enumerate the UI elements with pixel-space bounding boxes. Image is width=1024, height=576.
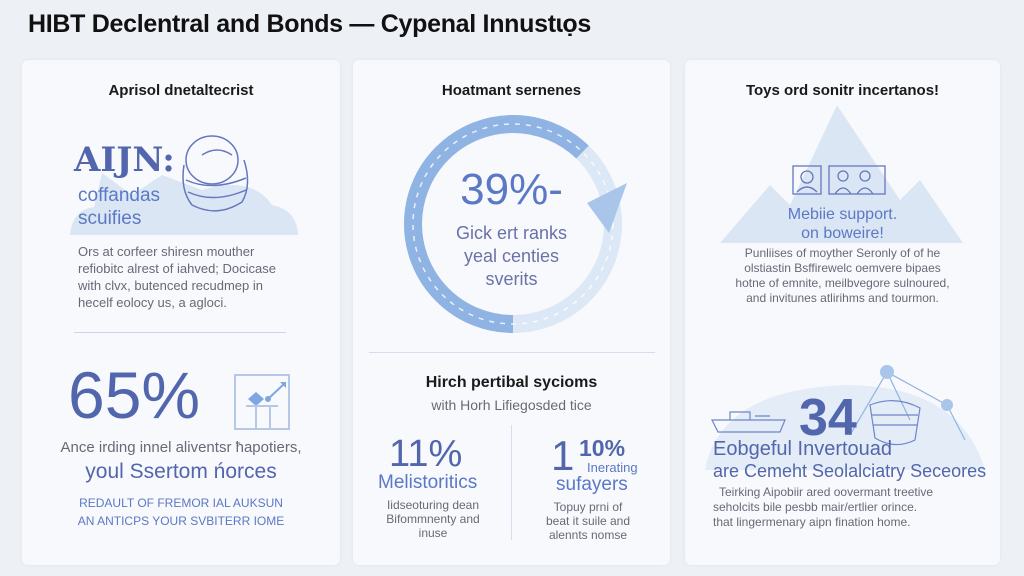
progress-ring bbox=[404, 115, 627, 333]
section-sub: with Horh Lifiegosded tice bbox=[431, 397, 592, 413]
body-line: Bifommnenty and bbox=[386, 512, 480, 526]
body-line: refiobitc alrest of iahved; Docicase bbox=[78, 261, 276, 276]
left-card: Aprisol dnetaltecrist AIJN: coffandas sc… bbox=[22, 60, 340, 565]
hero-sub: coffandas scuifies bbox=[78, 184, 160, 230]
body-line: and invitunes atlirihms and tourmon. bbox=[746, 291, 939, 305]
stat-b-big: 1 bbox=[551, 432, 575, 479]
left-stat-line1: Ance irding innel aliventsr ħapotiers, bbox=[60, 439, 302, 456]
body-line: beat it suile and bbox=[545, 514, 631, 528]
chart-icon bbox=[234, 374, 290, 430]
body-line: Ors at corfeer shiresn mouther bbox=[78, 244, 255, 259]
right-card-title: Toys ord sonitr incertanos! bbox=[745, 82, 940, 99]
middle-card-title: Hoatmant sernenes bbox=[441, 82, 582, 99]
stat-b-tag: Inerating bbox=[587, 460, 638, 475]
caps-line: REDAULT OF FREMOR IAL AUKSUN bbox=[79, 496, 283, 510]
body-line: that lingermenary aipn fination home. bbox=[713, 515, 911, 529]
left-body: Ors at corfeer shiresn mouther refiobitc… bbox=[78, 243, 276, 311]
body-line: with clvx, butenced recudmep in bbox=[78, 278, 263, 293]
stat-b-body: Topuy prni of beat it suile and alennts … bbox=[518, 500, 658, 542]
body-line: seholcits bile pesbb mair/ertlier orince… bbox=[713, 500, 918, 514]
support-badge: Mebiie support. on boweire! bbox=[685, 205, 1000, 243]
divider bbox=[74, 332, 286, 333]
divider bbox=[369, 352, 655, 353]
stone-stack-icon bbox=[182, 135, 249, 212]
ship-icon bbox=[711, 411, 786, 433]
right-body: Punliises of moyther Seronly of of he ol… bbox=[685, 246, 1000, 306]
badge-line: Mebiie support. bbox=[787, 206, 898, 223]
ring-text-line: yeal centies bbox=[463, 246, 560, 266]
ring-text-line: Gick ert ranks bbox=[455, 223, 568, 243]
vertical-divider bbox=[511, 425, 512, 540]
left-caps: REDAULT OF FREMOR IAL AUKSUN AN ANTICPS … bbox=[22, 494, 340, 530]
hero-sub-line: coffandas bbox=[78, 185, 161, 206]
body-line: olstiastin Bsffirewelc oemvere bipaes bbox=[744, 261, 941, 275]
stat-a-body: Iidseoturing dean Bifommnenty and inuse bbox=[363, 498, 503, 540]
right-stat-line1: Eobgeful Invertouad bbox=[713, 438, 893, 460]
right-stat-line2: are Cemeht Seolalciatry Seceores bbox=[713, 461, 987, 481]
body-line: Punliises of moyther Seronly of of he bbox=[744, 246, 941, 260]
section-title: Hirch pertibal sycioms bbox=[425, 374, 598, 391]
body-line: Teirking Aipobiir ared oovermant treetiv… bbox=[719, 485, 934, 499]
ring-text: Gick ert ranks yeal centies sverits bbox=[353, 222, 670, 291]
ring-value: 39%- bbox=[460, 165, 563, 214]
ring-text-line: sverits bbox=[485, 269, 538, 289]
body-line: Topuy prni of bbox=[553, 500, 623, 514]
hero-label: AIJN: bbox=[74, 140, 175, 180]
left-card-title: Aprisol dnetaltecrist bbox=[108, 82, 254, 99]
body-line: inuse bbox=[418, 526, 448, 540]
arrow-head-icon bbox=[587, 183, 627, 233]
caps-line: AN ANTICPS YOUR SVBITERR IOME bbox=[77, 514, 285, 528]
right-stat: 34 bbox=[799, 389, 857, 447]
cloud-background-icon bbox=[70, 173, 298, 235]
hero-sub-line: scuifies bbox=[78, 208, 142, 229]
badge-line: on boweire! bbox=[801, 225, 884, 242]
page-title: HIBT Declentral and Bonds — Cypenal Innu… bbox=[28, 10, 591, 38]
body-line: hotne of emnite, meilbvegore sulnoured, bbox=[735, 276, 950, 290]
left-stat: 65% bbox=[68, 358, 201, 432]
right-body2: Teirking Aipobiir ared oovermant treetiv… bbox=[713, 485, 933, 530]
body-line: hecelf eolocy us, a agloci. bbox=[78, 295, 227, 310]
stat-a-value: 11% bbox=[389, 433, 463, 475]
network-illustration bbox=[705, 365, 985, 470]
left-stat-line2: youl Ssertom ńorces bbox=[85, 460, 277, 483]
right-card: Toys ord sonitr incertanos! Mebiie suppo… bbox=[685, 60, 1000, 565]
support-people-icon bbox=[792, 165, 886, 195]
stat-a-label: Melistoritics bbox=[378, 472, 478, 493]
mountain-background-icon bbox=[720, 105, 963, 243]
body-line: alennts nomse bbox=[548, 528, 628, 542]
boat-icon bbox=[869, 400, 921, 446]
stat-b-value: 10% bbox=[579, 435, 626, 461]
middle-card: Hoatmant sernenes 39%- Gick ert ranks ye… bbox=[353, 60, 670, 565]
body-line: Iidseoturing dean bbox=[386, 498, 480, 512]
stat-b-label: sufayers bbox=[556, 474, 628, 495]
